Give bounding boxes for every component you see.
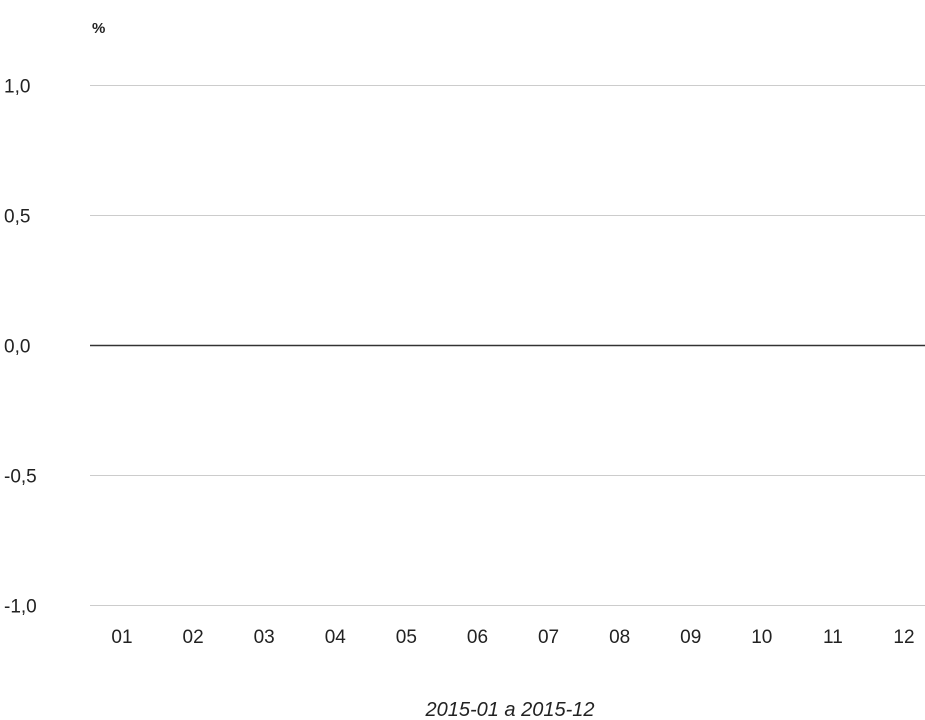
y-axis-ticks: 1,0 0,5 0,0 -0,5 -1,0 [4, 77, 37, 618]
y-tick-label: 0,0 [4, 337, 30, 358]
x-tick-label: 01 [111, 627, 132, 648]
y-unit-label: % [92, 20, 105, 37]
x-tick-label: 11 [823, 627, 843, 648]
x-tick-label: 10 [751, 627, 772, 648]
x-axis-ticks: 01 02 03 04 05 06 07 08 09 10 11 12 [111, 627, 914, 648]
x-tick-label: 08 [609, 627, 630, 648]
x-tick-label: 04 [325, 627, 347, 648]
y-tick-label: 1,0 [4, 77, 30, 98]
y-tick-label: -1,0 [4, 597, 37, 618]
x-axis-title: 2015-01 a 2015-12 [424, 699, 594, 720]
y-tick-label: 0,5 [4, 207, 30, 228]
x-tick-label: 06 [467, 627, 488, 648]
x-tick-label: 05 [396, 627, 417, 648]
gridlines [90, 85, 925, 606]
x-tick-label: 02 [183, 627, 204, 648]
x-tick-label: 03 [254, 627, 275, 648]
x-tick-label: 12 [893, 627, 914, 648]
x-tick-label: 07 [538, 627, 559, 648]
x-tick-label: 09 [680, 627, 701, 648]
y-tick-label: -0,5 [4, 467, 37, 488]
